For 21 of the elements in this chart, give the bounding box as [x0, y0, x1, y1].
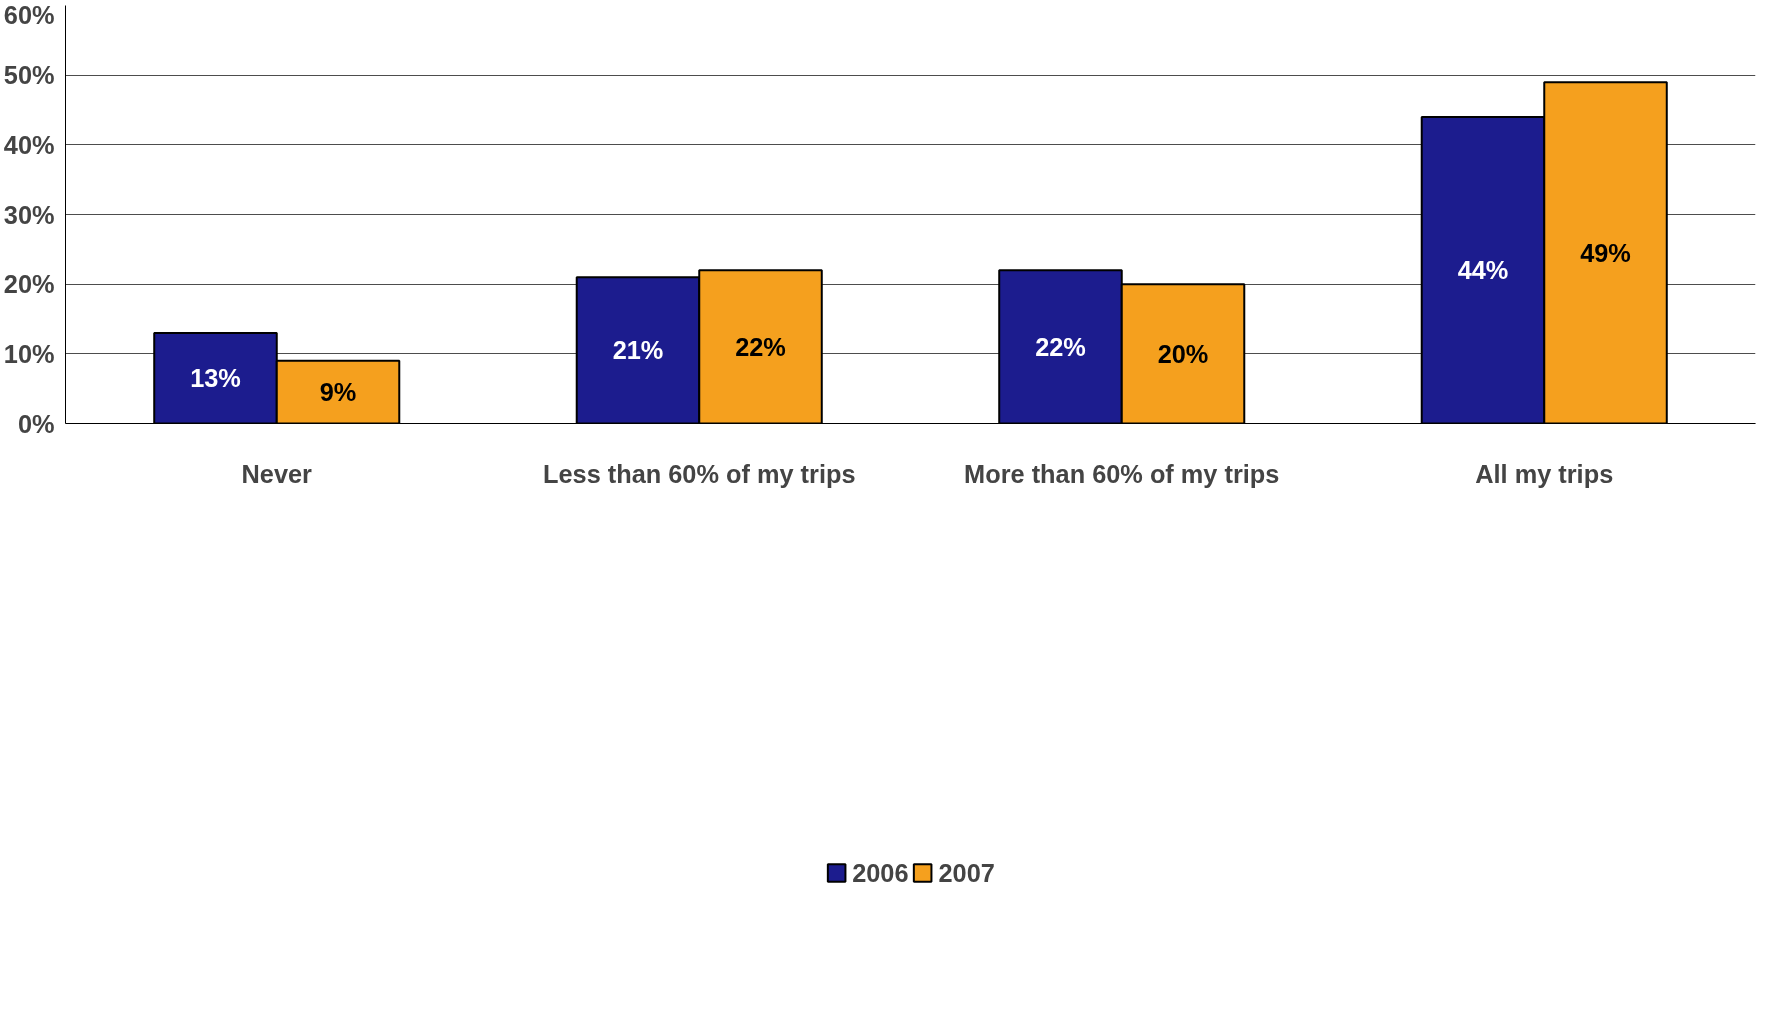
x-tick-label: Less than 60% of my trips	[543, 459, 856, 488]
data-label: 21%	[612, 336, 664, 365]
y-tick-label: 30%	[3, 200, 55, 229]
data-label: 22%	[1035, 332, 1086, 361]
y-tick-label: 40%	[3, 130, 55, 159]
x-tick-label: More than 60% of my trips	[964, 459, 1280, 488]
data-label: 9%	[319, 378, 357, 407]
data-label: 20%	[1157, 339, 1209, 368]
data-label: 22%	[735, 332, 786, 361]
legend-label: 2007	[938, 858, 995, 888]
y-tick-label: 0%	[17, 409, 55, 438]
data-label: 44%	[1457, 256, 1509, 285]
x-tick-label: All my trips	[1475, 459, 1614, 488]
y-tick-label: 50%	[3, 61, 55, 90]
data-label: 49%	[1580, 238, 1631, 267]
data-label: 13%	[190, 364, 241, 393]
legend-label: 2006	[852, 858, 909, 888]
y-tick-label: 20%	[3, 270, 55, 299]
y-tick-label: 10%	[3, 339, 55, 368]
y-tick-label: 60%	[3, 0, 55, 29]
x-tick-label: Never	[241, 459, 313, 488]
